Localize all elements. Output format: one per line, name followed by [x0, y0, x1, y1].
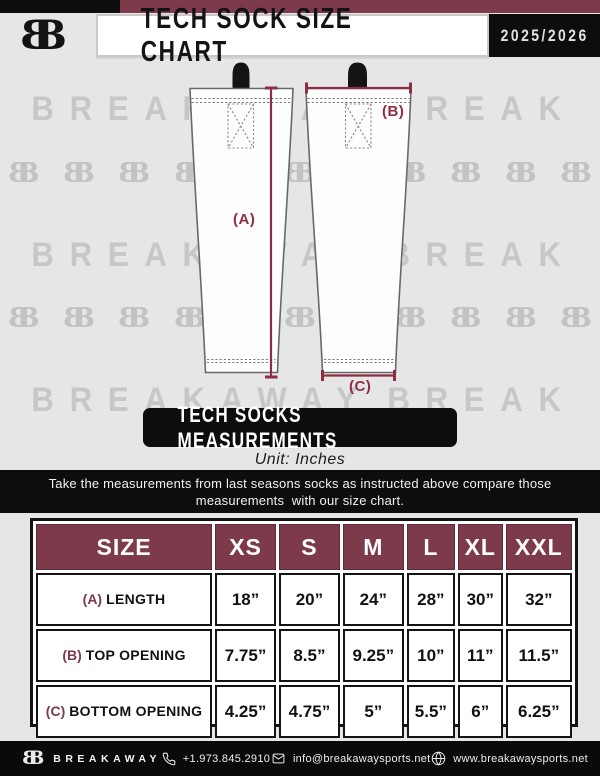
measure-label-b: (B)	[382, 103, 405, 120]
footer-phone[interactable]: +1.973.845.2910	[162, 752, 270, 766]
title-banner: TECH SOCK SIZE CHART	[96, 3, 489, 68]
header-xs: XS	[215, 524, 276, 570]
header-s: S	[278, 524, 340, 570]
instruction-bar: Take the measurements from last seasons …	[0, 470, 600, 513]
header-xxl: XXL	[505, 524, 572, 570]
value-cell: 11.5”	[505, 629, 572, 682]
value-cell: 6.25”	[505, 685, 572, 738]
page-title: TECH SOCK SIZE CHART	[140, 2, 353, 68]
value-cell: 24”	[342, 573, 404, 626]
footer-website[interactable]: www.breakawaysports.net	[431, 751, 588, 766]
season-label: 2025/2026	[500, 25, 589, 45]
value-cell: 5”	[342, 685, 404, 738]
topbar-maroon-segment	[120, 0, 600, 13]
value-cell: 11”	[457, 629, 503, 682]
instruction-line-2: measurements with our size chart.	[195, 492, 405, 508]
value-cell: 20”	[278, 573, 340, 626]
row-label-cell: (C) BOTTOM OPENING	[36, 685, 213, 738]
header-m: M	[342, 524, 404, 570]
value-cell: 28”	[406, 573, 455, 626]
row-top-opening: (B) TOP OPENING 7.75” 8.5” 9.25” 10” 11” …	[36, 629, 572, 682]
sock-back-view	[305, 62, 412, 381]
row-bottom-opening: (C) BOTTOM OPENING 4.25” 4.75” 5” 5.5” 6”…	[36, 685, 572, 738]
header-xl: XL	[457, 524, 503, 570]
instruction-line-1: Take the measurements from last seasons …	[48, 475, 552, 491]
value-cell: 6”	[457, 685, 503, 738]
breakaway-logo-icon: BB	[395, 158, 427, 189]
measurements-banner-label: TECH SOCKS MEASUREMENTS	[177, 401, 338, 453]
row-label-cell: (B) TOP OPENING	[36, 629, 213, 682]
footer-phone-text: +1.973.845.2910	[182, 752, 271, 765]
footer-email[interactable]: info@breakawaysports.net	[271, 752, 431, 765]
size-table: SIZE XS S M L XL XXL (A) LENGTH 18” 20” 2…	[30, 518, 578, 738]
value-cell: 18”	[215, 573, 276, 626]
value-cell: 7.75”	[215, 629, 276, 682]
season-badge: 2025/2026	[489, 14, 600, 57]
topbar-black-segment	[0, 0, 120, 13]
value-cell: 10”	[406, 629, 455, 682]
unit-label: Unit: Inches	[254, 451, 346, 468]
sock-diagram	[189, 62, 412, 381]
value-cell: 9.25”	[342, 629, 404, 682]
footer-email-text: info@breakawaysports.net	[292, 752, 431, 765]
measure-label-c: (C)	[349, 378, 372, 395]
phone-icon	[162, 752, 176, 765]
value-cell: 4.75”	[278, 685, 340, 738]
value-cell: 8.5”	[278, 629, 340, 682]
measurements-banner: TECH SOCKS MEASUREMENTS	[143, 402, 457, 453]
row-length: (A) LENGTH 18” 20” 24” 28” 30” 32”	[36, 573, 572, 626]
watermark-text-row: BREAKAWAYBREAKAWAY	[31, 236, 576, 274]
value-cell: 30”	[457, 573, 503, 626]
envelope-icon	[272, 753, 285, 764]
value-cell: 32”	[505, 573, 572, 626]
measure-label-a: (A)	[233, 211, 256, 228]
header-size: SIZE	[36, 524, 213, 570]
globe-icon	[432, 751, 446, 766]
sock-front-view	[189, 62, 294, 379]
value-cell: 4.25”	[215, 685, 276, 738]
row-label-cell: (A) LENGTH	[36, 573, 213, 626]
header-l: L	[406, 524, 455, 570]
footer-brand-name: BREAKAWAY	[53, 752, 162, 765]
table-header-row: SIZE XS S M L XL XXL	[36, 524, 572, 570]
value-cell: 5.5”	[406, 685, 455, 738]
footer-website-text: www.breakawaysports.net	[453, 752, 588, 765]
